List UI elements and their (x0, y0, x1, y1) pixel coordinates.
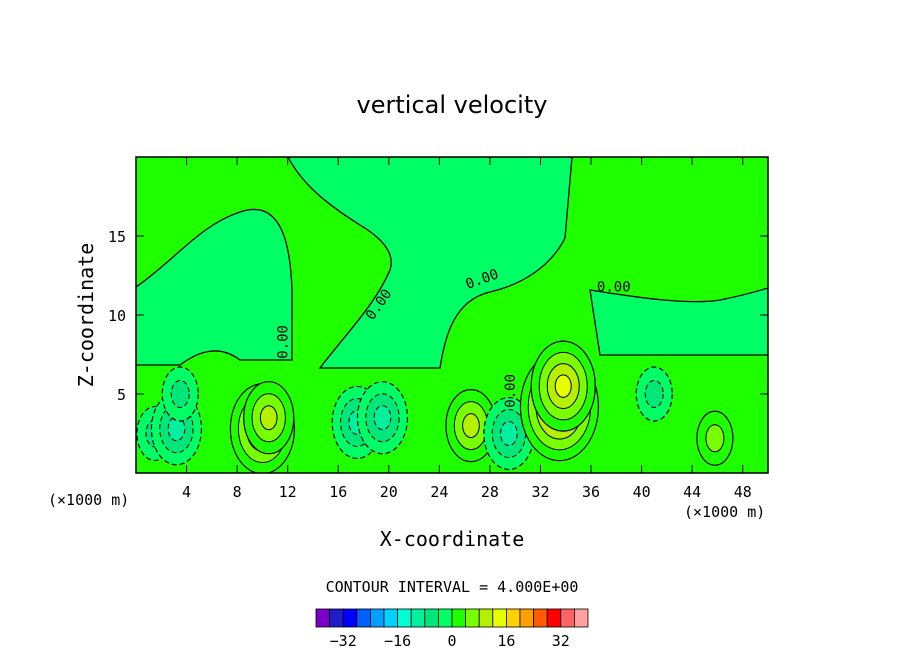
positive-region-upper (136, 208, 293, 366)
contour-level (259, 405, 278, 431)
x-tick-label: 28 (481, 483, 499, 501)
colorbar-tick-label: 16 (497, 632, 515, 650)
colorbar-swatch (397, 608, 412, 628)
contour-cell (530, 340, 596, 432)
contour-interval-text: CONTOUR INTERVAL = 4.000E+00 (326, 578, 579, 596)
colorbar-swatch (492, 608, 507, 628)
positive-region-right (287, 157, 573, 369)
x-tick-label: 12 (279, 483, 297, 501)
contour-cell (243, 381, 295, 455)
contour-cell (445, 389, 497, 463)
positive-region-far-right (589, 287, 768, 356)
contour-label: 0.00 (503, 374, 519, 408)
colorbar-swatch (560, 608, 575, 628)
colorbar-swatch (329, 608, 344, 628)
contour-level (462, 413, 480, 439)
chart-title: vertical velocity (357, 91, 548, 119)
colorbar-swatch (369, 608, 385, 628)
colorbar-swatch (478, 608, 494, 628)
colorbar (315, 608, 589, 628)
x-tick-label: 20 (380, 483, 398, 501)
x-unit-left: (×1000 m) (48, 491, 129, 509)
colorbar-tick-label: −32 (330, 632, 357, 650)
colorbar-swatch (451, 608, 467, 628)
y-axis-ticks: 5 10 15 (108, 228, 768, 404)
colorbar-swatch (383, 608, 399, 628)
contour-level (500, 421, 518, 446)
y-tick-label: 15 (108, 228, 126, 246)
y-tick-label: 5 (117, 386, 126, 404)
contour-cell (161, 366, 199, 422)
x-tick-label: 48 (734, 483, 752, 501)
contour-label: 0.00 (276, 325, 292, 359)
colorbar-swatch (356, 608, 371, 628)
x-tick-label: 4 (182, 483, 191, 501)
contour-cells (136, 340, 734, 473)
colorbar-swatch (574, 608, 589, 628)
x-tick-label: 24 (430, 483, 448, 501)
contour-level (170, 380, 190, 408)
colorbar-swatch (533, 608, 548, 628)
contour-cell (356, 381, 409, 455)
colorbar-tick-label: 32 (552, 632, 570, 650)
x-unit-right: (×1000 m) (684, 503, 765, 521)
x-tick-label: 8 (233, 483, 242, 501)
x-tick-label: 36 (582, 483, 600, 501)
contour-level (167, 416, 186, 442)
colorbar-swatch (505, 608, 521, 628)
colorbar-tick-label: −16 (384, 632, 411, 650)
contour-level (373, 405, 392, 431)
contour-cell (696, 410, 734, 466)
colorbar-swatch (424, 608, 439, 628)
colorbar-swatch (437, 608, 453, 628)
y-tick-label: 10 (108, 307, 126, 325)
x-tick-label: 40 (633, 483, 651, 501)
colorbar-swatch (465, 608, 480, 628)
contour-label: 0.00 (597, 279, 631, 295)
x-tick-label: 44 (683, 483, 701, 501)
contour-level (644, 380, 664, 408)
colorbar-swatch (315, 608, 331, 628)
y-axis-label: Z-coordinate (74, 243, 98, 388)
colorbar-tick-labels: −32 −16 0 16 32 (330, 632, 570, 650)
x-axis-ticks: 4 8 12 16 20 24 28 32 36 40 44 48 (182, 157, 752, 501)
colorbar-swatch (410, 608, 426, 628)
x-axis-label: X-coordinate (380, 527, 525, 551)
contour-level (705, 424, 725, 453)
contour-cell (635, 366, 673, 422)
colorbar-tick-label: 0 (447, 632, 456, 650)
colorbar-swatch (342, 608, 358, 628)
colorbar-swatch (546, 608, 562, 628)
contour-level (554, 374, 572, 398)
x-tick-label: 32 (531, 483, 549, 501)
x-tick-label: 16 (329, 483, 347, 501)
colorbar-swatch (519, 608, 535, 628)
